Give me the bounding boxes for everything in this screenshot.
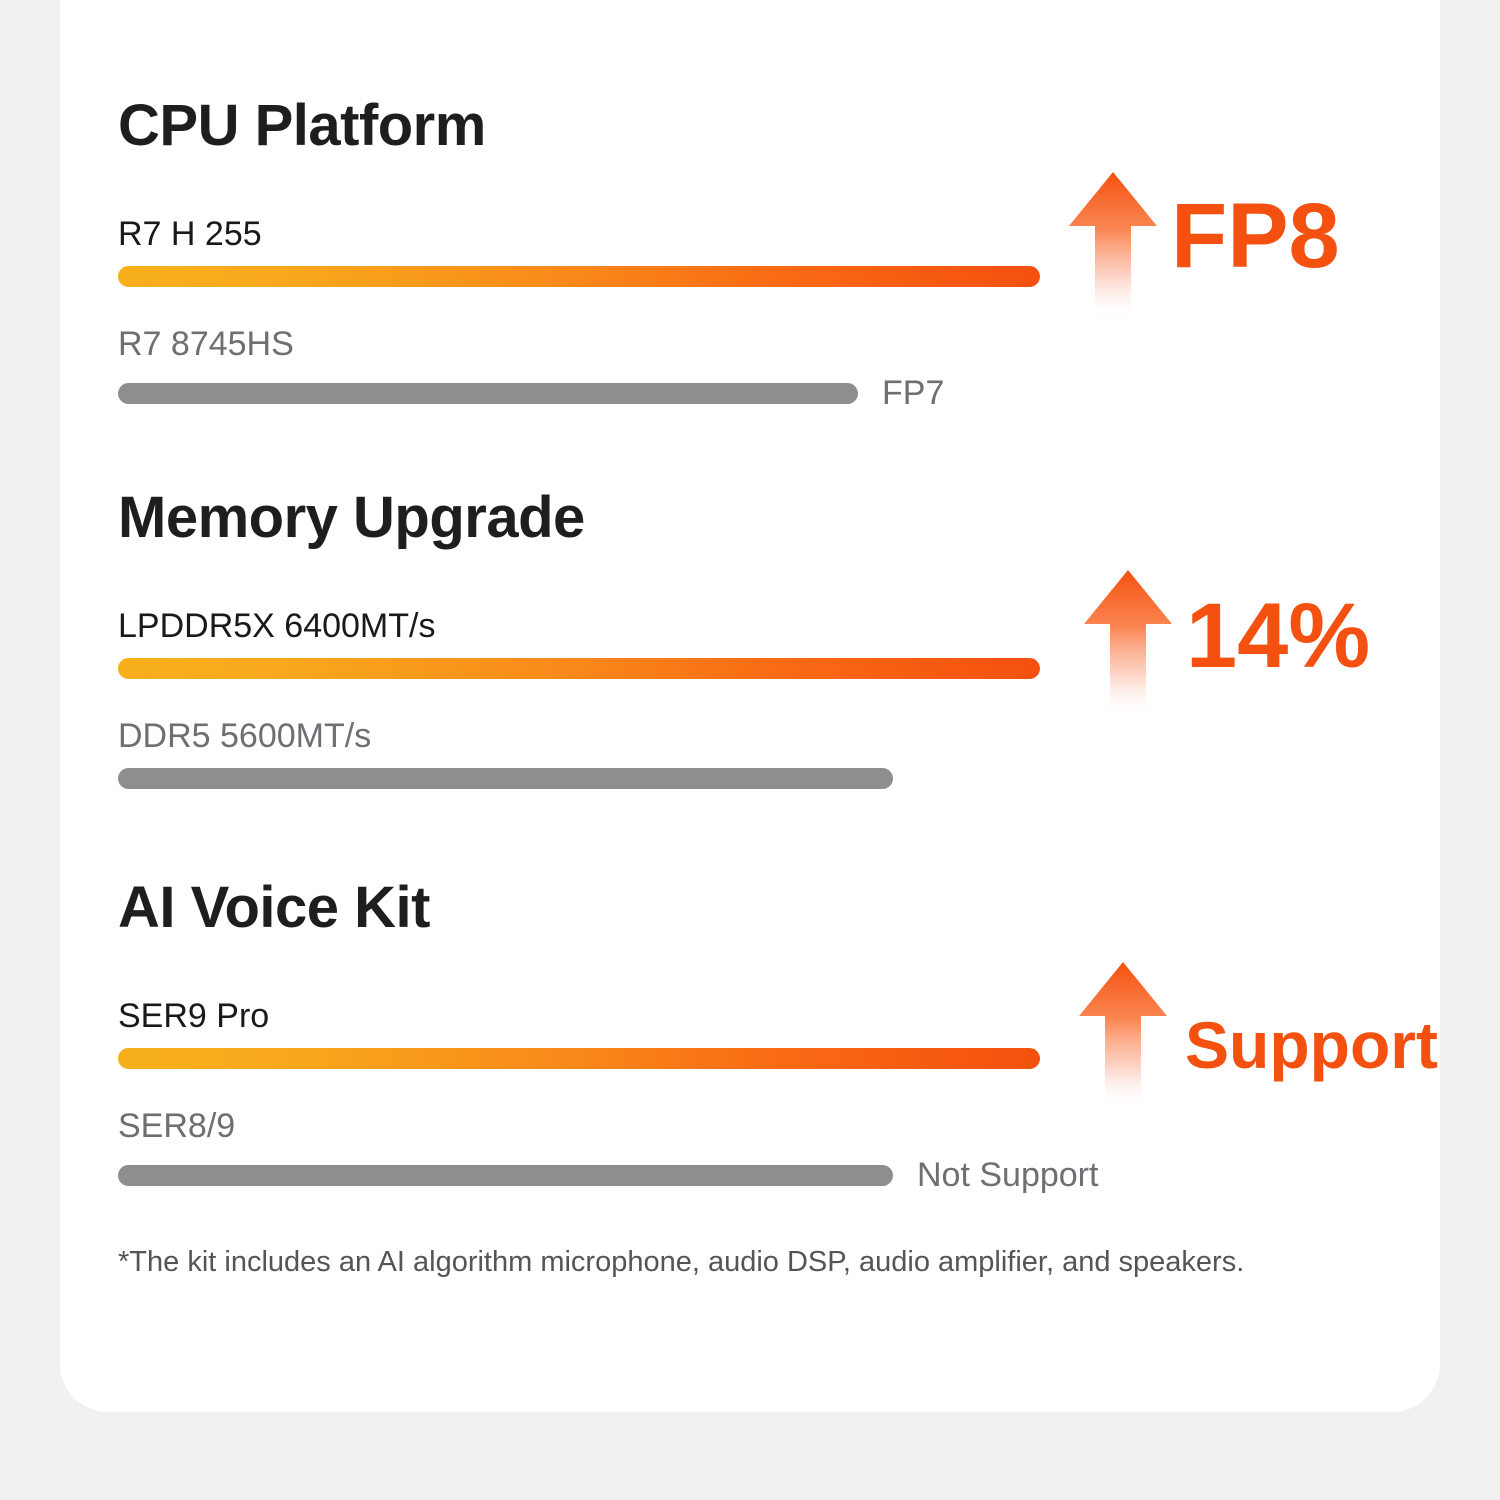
primary-row: R7 H 255 (118, 214, 1040, 287)
primary-bar (118, 1048, 1040, 1069)
secondary-row: DDR5 5600MT/s (118, 716, 917, 789)
secondary-bar (118, 1164, 893, 1186)
secondary-row: SER8/9 Not Support (118, 1106, 1098, 1192)
primary-row: LPDDR5X 6400MT/s (118, 606, 1040, 679)
primary-bar-line (118, 1048, 1040, 1069)
arrow-up-icon (1069, 172, 1157, 320)
section-title: Memory Upgrade (118, 485, 585, 550)
primary-bar-line (118, 266, 1040, 287)
highlight-value: 14% (1186, 585, 1371, 687)
section-title: CPU Platform (118, 93, 486, 158)
highlight-badge: Support (1075, 960, 1438, 1110)
spec-comparison-card: CPU Platform R7 H 255 R7 8745HS FP7 (60, 0, 1440, 1412)
footnote-text: *The kit includes an AI algorithm microp… (118, 1246, 1245, 1278)
secondary-bar-caption: Not Support (917, 1156, 1099, 1194)
secondary-bar-caption: FP7 (882, 374, 945, 412)
primary-bar (118, 266, 1040, 287)
section-title: AI Voice Kit (118, 875, 430, 940)
secondary-label: SER8/9 (118, 1107, 236, 1145)
arrow-up-icon (1084, 570, 1172, 718)
secondary-bar-line: FP7 (118, 376, 944, 410)
secondary-bar (118, 768, 893, 789)
primary-label: LPDDR5X 6400MT/s (118, 607, 436, 645)
primary-label: SER9 Pro (118, 997, 270, 1035)
primary-bar (118, 658, 1040, 679)
secondary-bar-line (118, 768, 917, 789)
highlight-value: FP8 (1171, 185, 1340, 287)
primary-label: R7 H 255 (118, 215, 262, 253)
highlight-badge: FP8 (1065, 170, 1340, 320)
secondary-bar-line: Not Support (118, 1158, 1098, 1192)
secondary-label: DDR5 5600MT/s (118, 717, 372, 755)
secondary-row: R7 8745HS FP7 (118, 324, 944, 410)
primary-bar-line (118, 658, 1040, 679)
secondary-bar (118, 382, 858, 404)
arrow-up-icon (1079, 962, 1167, 1110)
primary-row: SER9 Pro (118, 996, 1040, 1069)
highlight-badge: 14% (1080, 568, 1370, 718)
secondary-label: R7 8745HS (118, 325, 294, 363)
highlight-value: Support (1185, 1008, 1438, 1082)
